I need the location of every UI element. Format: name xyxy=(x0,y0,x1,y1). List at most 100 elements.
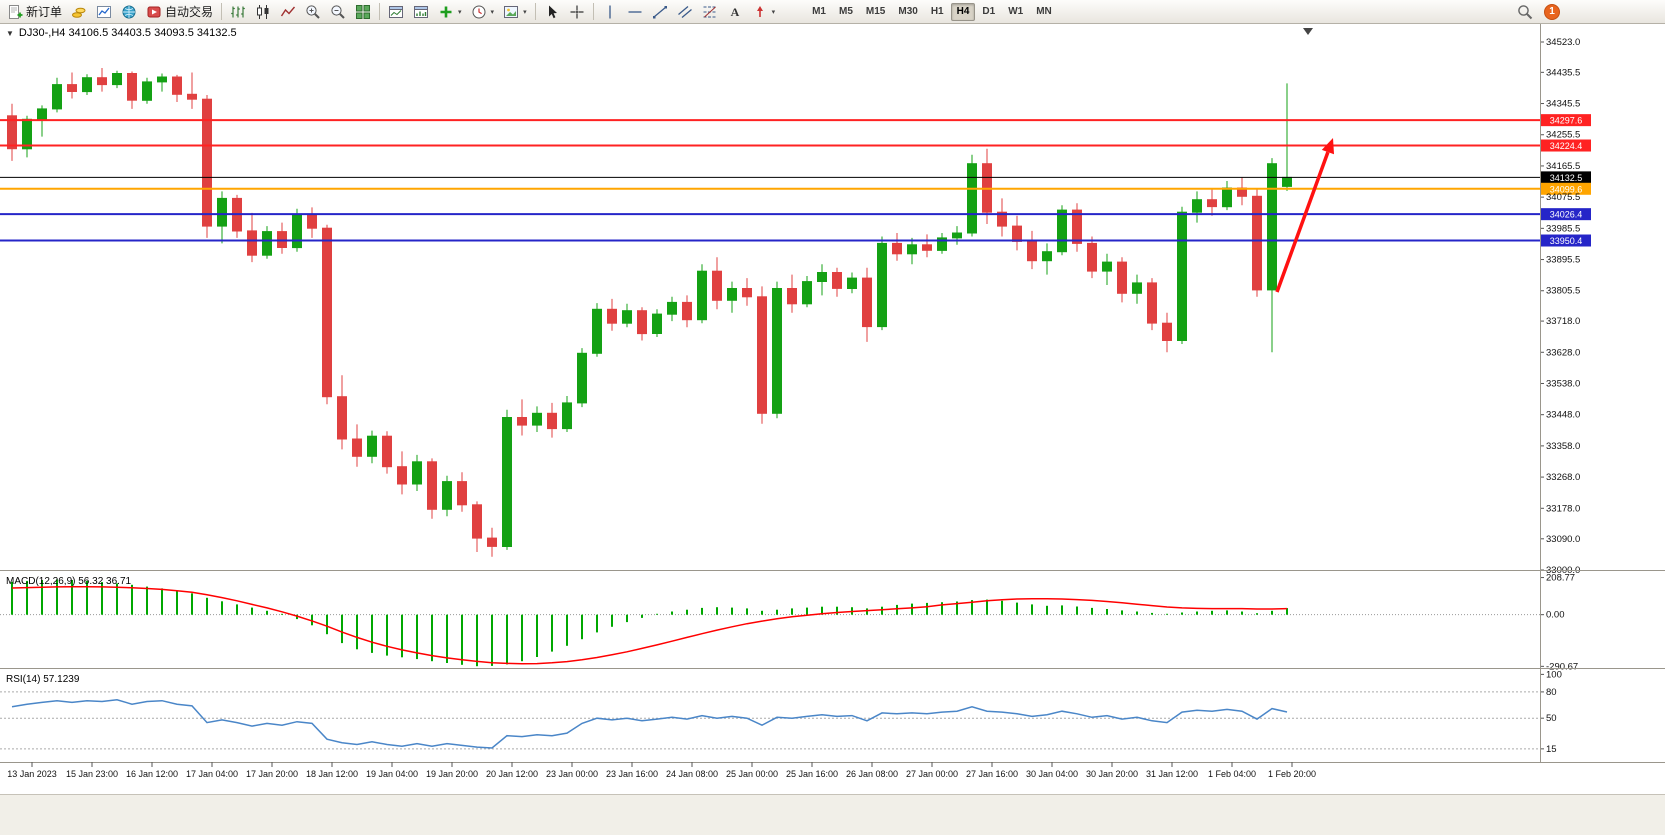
trendline-tool-button[interactable] xyxy=(648,2,672,22)
chart-window-icon xyxy=(389,5,404,18)
timeframe-m15[interactable]: M15 xyxy=(865,6,886,17)
svg-text:34165.5: 34165.5 xyxy=(1546,161,1580,172)
price-tag: 33950.4 xyxy=(1541,234,1591,247)
timeframe-d1[interactable]: D1 xyxy=(982,6,996,17)
svg-text:34345.5: 34345.5 xyxy=(1546,99,1580,110)
svg-text:27 Jan 16:00: 27 Jan 16:00 xyxy=(966,769,1018,779)
vertical-line-icon xyxy=(608,5,611,18)
candlestick-chart-button[interactable] xyxy=(251,2,275,22)
timeframe-h1[interactable]: H1 xyxy=(930,6,944,17)
svg-text:15 Jan 23:00: 15 Jan 23:00 xyxy=(66,769,118,779)
bars-window-icon xyxy=(414,5,429,18)
auto-trading-icon xyxy=(147,6,161,17)
chevron-down-icon: ▾ xyxy=(458,8,462,16)
svg-text:24 Jan 08:00: 24 Jan 08:00 xyxy=(666,769,718,779)
bar-chart-button[interactable] xyxy=(226,2,250,22)
svg-text:18 Jan 12:00: 18 Jan 12:00 xyxy=(306,769,358,779)
funds-button[interactable] xyxy=(67,2,91,22)
periods-button[interactable]: ▾ xyxy=(467,2,499,22)
notification-badge[interactable]: 1 xyxy=(1544,3,1560,20)
svg-text:23 Jan 00:00: 23 Jan 00:00 xyxy=(546,769,598,779)
text-tool-icon: A xyxy=(730,5,739,19)
svg-text:0.00: 0.00 xyxy=(1546,610,1565,621)
new-order-button[interactable]: 新订单 xyxy=(3,2,66,22)
svg-text:33628.0: 33628.0 xyxy=(1546,347,1580,358)
channel-tool-button[interactable] xyxy=(673,2,697,22)
line-chart-icon xyxy=(280,6,296,16)
chart-area: 34297.6 34224.4 34132.5 34099.6 34026.4 33950… xyxy=(0,24,1665,794)
cursor-button[interactable] xyxy=(540,2,564,22)
svg-text:25 Jan 16:00: 25 Jan 16:00 xyxy=(786,769,838,779)
tile-windows-icon xyxy=(356,4,371,19)
price-tag: 34132.5 xyxy=(1541,171,1591,184)
timeframe-m30[interactable]: M30 xyxy=(898,6,918,17)
svg-text:34099.6: 34099.6 xyxy=(1550,184,1583,194)
svg-text:33895.5: 33895.5 xyxy=(1546,255,1580,266)
arrows-tool-button[interactable]: ▾ xyxy=(748,2,780,22)
text-tool-button[interactable]: A xyxy=(723,2,747,22)
rsi-panel: 100 80 50 15 xyxy=(0,669,1562,755)
svg-text:13 Jan 2023: 13 Jan 2023 xyxy=(7,769,57,779)
svg-text:33950.4: 33950.4 xyxy=(1550,236,1583,246)
price-axis: 34523.0 34435.5 34345.5 34255.5 34165.5 34075… xyxy=(1540,37,1580,576)
crosshair-button[interactable] xyxy=(565,2,589,22)
trendline-icon xyxy=(652,5,667,18)
indicators-button[interactable]: ▾ xyxy=(434,2,466,22)
svg-text:15: 15 xyxy=(1546,744,1557,755)
svg-text:27 Jan 00:00: 27 Jan 00:00 xyxy=(906,769,958,779)
svg-text:1 Feb 20:00: 1 Feb 20:00 xyxy=(1268,769,1316,779)
ohlc-bars-icon xyxy=(231,6,245,17)
chevron-down-icon: ▾ xyxy=(523,8,527,16)
template-picture-icon xyxy=(504,5,519,18)
fibonacci-tool-button[interactable] xyxy=(698,2,722,22)
toolbar-right: 1 xyxy=(1513,2,1662,22)
svg-text:33090.0: 33090.0 xyxy=(1546,534,1580,545)
market-watch-button[interactable] xyxy=(92,2,116,22)
new-order-icon xyxy=(9,4,23,19)
chart-window-button[interactable] xyxy=(384,2,408,22)
vertical-line-tool-button[interactable] xyxy=(598,2,622,22)
svg-text:34297.6: 34297.6 xyxy=(1550,116,1583,126)
timeframe-m5[interactable]: M5 xyxy=(839,6,853,17)
svg-text:31 Jan 12:00: 31 Jan 12:00 xyxy=(1146,769,1198,779)
fibonacci-icon xyxy=(703,6,717,17)
trend-arrow-annotation[interactable] xyxy=(1275,138,1334,293)
timeframe-m1[interactable]: M1 xyxy=(812,6,826,17)
svg-text:26 Jan 08:00: 26 Jan 08:00 xyxy=(846,769,898,779)
chevron-down-icon: ▾ xyxy=(771,8,776,16)
navigator-button[interactable] xyxy=(117,2,141,22)
price-tag: 34224.4 xyxy=(1541,139,1591,152)
clock-icon xyxy=(472,5,486,18)
zoom-out-button[interactable] xyxy=(326,2,350,22)
svg-text:34075.5: 34075.5 xyxy=(1546,192,1580,203)
cursor-icon xyxy=(548,5,557,18)
horizontal-line-tool-button[interactable] xyxy=(623,2,647,22)
svg-text:30 Jan 20:00: 30 Jan 20:00 xyxy=(1086,769,1138,779)
search-button[interactable] xyxy=(1513,2,1537,22)
zoom-in-icon xyxy=(306,4,320,19)
svg-text:80: 80 xyxy=(1546,687,1557,698)
svg-text:33178.0: 33178.0 xyxy=(1546,503,1580,514)
timeframe-mn[interactable]: MN xyxy=(1036,6,1052,17)
timeframe-h4[interactable]: H4 xyxy=(950,2,976,21)
templates-button[interactable]: ▾ xyxy=(499,2,531,22)
svg-text:208.77: 208.77 xyxy=(1546,573,1575,584)
svg-text:16 Jan 12:00: 16 Jan 12:00 xyxy=(126,769,178,779)
tile-windows-button[interactable] xyxy=(351,2,375,22)
chart-shift-marker[interactable] xyxy=(1303,28,1313,35)
auto-trading-button[interactable]: 自动交易 xyxy=(142,2,217,22)
svg-text:19 Jan 04:00: 19 Jan 04:00 xyxy=(366,769,418,779)
svg-text:33538.0: 33538.0 xyxy=(1546,378,1580,389)
globe-icon xyxy=(122,5,136,18)
toolbar-separator xyxy=(221,3,223,20)
toolbar-separator xyxy=(592,3,594,20)
svg-text:34523.0: 34523.0 xyxy=(1546,37,1580,48)
timeframe-group: M1 M5 M15 M30 H1 H4 D1 W1 MN xyxy=(806,2,1058,21)
zoom-in-button[interactable] xyxy=(301,2,325,22)
horizontal-lines[interactable] xyxy=(0,119,1540,242)
bars-window-button[interactable] xyxy=(409,2,433,22)
line-chart-button[interactable] xyxy=(276,2,300,22)
timeframe-w1[interactable]: W1 xyxy=(1008,6,1024,17)
